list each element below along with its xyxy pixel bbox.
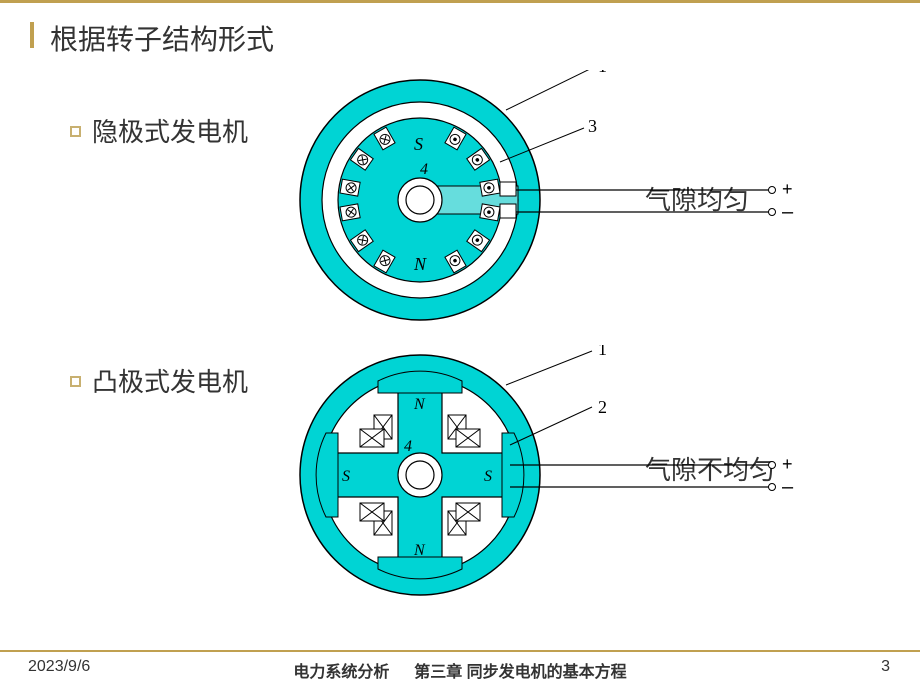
- svg-text:N: N: [413, 396, 426, 413]
- svg-text:1: 1: [598, 70, 607, 76]
- svg-text:+: +: [782, 179, 793, 199]
- bullet-marker-2: [70, 376, 81, 387]
- footer-title: 电力系统分析 第三章 同步发电机的基本方程: [0, 658, 920, 682]
- diagram-salient: N N S S 4 1 2 + –: [260, 345, 900, 645]
- svg-text:4: 4: [420, 161, 428, 178]
- svg-text:S: S: [414, 134, 423, 154]
- svg-text:1: 1: [598, 345, 607, 359]
- slide-title: 根据转子结构形式: [50, 18, 274, 58]
- footer-page: 3: [881, 658, 890, 676]
- svg-text:+: +: [782, 454, 793, 474]
- svg-text:S: S: [484, 468, 492, 485]
- svg-text:2: 2: [598, 397, 607, 417]
- svg-text:3: 3: [588, 116, 597, 136]
- bullet-marker-1: [70, 126, 81, 137]
- bullet-1-text: 隐极式发电机: [92, 112, 248, 149]
- top-rule: [0, 0, 920, 3]
- diagram-nonsalient: S N 4 1 3 + –: [260, 70, 900, 350]
- footer-rule: [0, 650, 920, 652]
- title-accent-bar: [30, 22, 34, 48]
- bullet-2-text: 凸极式发电机: [92, 362, 248, 399]
- svg-text:S: S: [342, 468, 350, 485]
- svg-text:–: –: [782, 201, 794, 223]
- svg-text:N: N: [413, 254, 427, 274]
- svg-text:N: N: [413, 542, 426, 559]
- svg-text:4: 4: [404, 438, 412, 455]
- svg-text:–: –: [782, 476, 794, 498]
